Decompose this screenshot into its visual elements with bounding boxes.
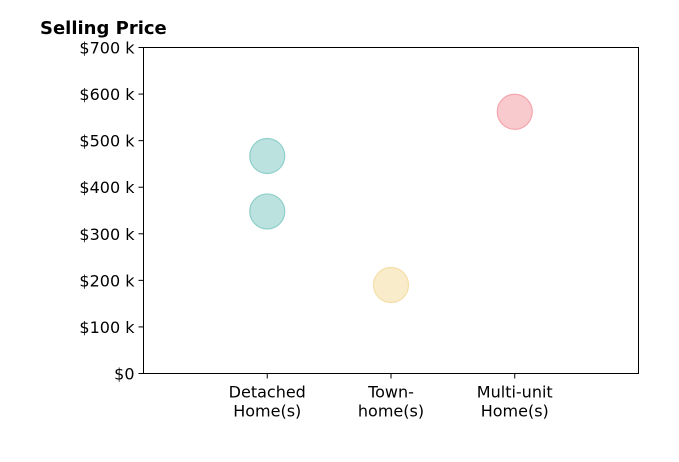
data-point bbox=[496, 93, 533, 130]
y-tick-label: $700 k bbox=[79, 39, 135, 58]
y-tick-label: $0 bbox=[114, 365, 134, 384]
y-tick-label: $400 k bbox=[79, 178, 135, 197]
y-tick-label: $300 k bbox=[79, 225, 135, 244]
x-category-label: Town-home(s) bbox=[358, 383, 424, 421]
x-axis: Detached Home(s) Town-home(s) Multi-unit Hom… bbox=[229, 373, 553, 421]
y-tick-label: $100 k bbox=[79, 318, 135, 337]
data-points bbox=[249, 93, 533, 304]
y-tick-label: $200 k bbox=[79, 271, 135, 290]
y-tick-label: $600 k bbox=[79, 85, 135, 104]
data-point bbox=[372, 266, 410, 304]
data-point bbox=[249, 137, 286, 175]
data-point bbox=[249, 193, 286, 230]
y-axis: $0 $100 k $200 k $300 k $400 k $500 k $600 k $7… bbox=[79, 39, 144, 384]
y-tick-label: $500 k bbox=[79, 132, 135, 151]
plot-frame bbox=[143, 47, 639, 374]
x-category-label: Multi-unit Home(s) bbox=[477, 383, 553, 421]
x-category-label: Detached Home(s) bbox=[229, 383, 306, 421]
chart-title: Selling Price bbox=[40, 18, 167, 39]
